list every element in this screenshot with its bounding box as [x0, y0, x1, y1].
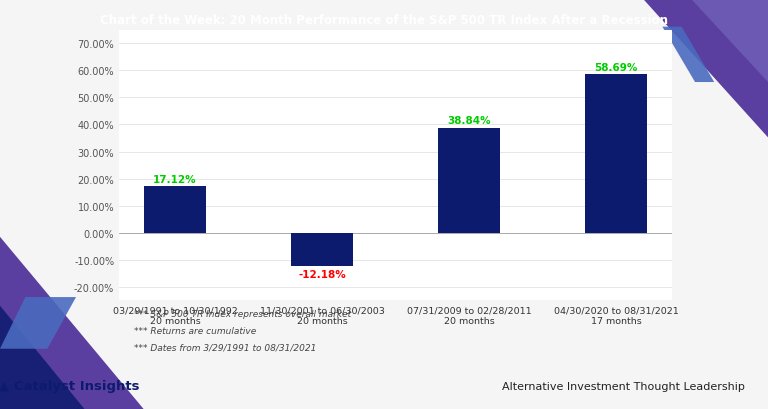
Polygon shape — [691, 0, 768, 83]
Polygon shape — [662, 28, 714, 83]
Text: 38.84%: 38.84% — [447, 116, 491, 126]
Polygon shape — [0, 297, 76, 349]
Text: 58.69%: 58.69% — [594, 63, 637, 72]
Text: Chart of the Week: 20 Month Performance of the S&P 500 TR Index After a Recessio: Chart of the Week: 20 Month Performance … — [100, 14, 668, 27]
Bar — [439, 128, 500, 233]
Bar — [144, 187, 206, 233]
Text: *** S&P 500 TR Index represents overall market: *** S&P 500 TR Index represents overall … — [134, 309, 352, 318]
Bar — [585, 75, 647, 233]
Text: 17.12%: 17.12% — [154, 175, 197, 185]
Bar — [291, 233, 353, 266]
Polygon shape — [644, 0, 768, 138]
Polygon shape — [0, 237, 144, 409]
Text: -12.18%: -12.18% — [298, 269, 346, 279]
Text: *** Dates from 3/29/1991 to 08/31/2021: *** Dates from 3/29/1991 to 08/31/2021 — [134, 343, 316, 352]
Text: Alternative Investment Thought Leadership: Alternative Investment Thought Leadershi… — [502, 382, 745, 391]
Polygon shape — [0, 306, 84, 409]
Text: *** Returns are cumulative: *** Returns are cumulative — [134, 326, 257, 335]
Text: ▲ Catalyst Insights: ▲ Catalyst Insights — [0, 379, 139, 392]
